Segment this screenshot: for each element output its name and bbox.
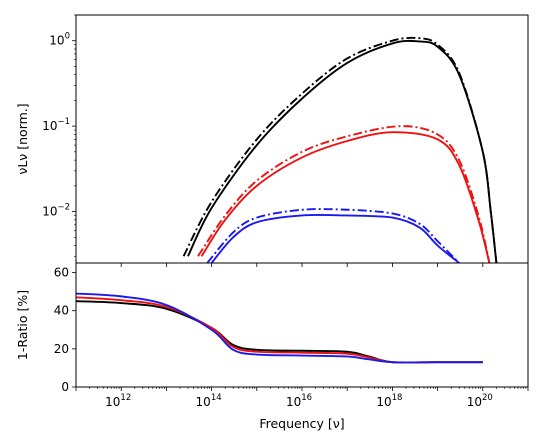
top-y-tick-label: 100 (49, 32, 70, 48)
bottom-y-ticks: 0 20 40 60 (54, 266, 76, 394)
x-tick-base: 10 (376, 395, 391, 409)
top-y-tick-base: 10 (49, 34, 64, 48)
x-tick-exponent: 20 (482, 393, 493, 403)
top-series-line-blue-solid (210, 213, 460, 263)
x-tick-label: 1012 (105, 393, 131, 409)
x-tick-label: 1014 (196, 393, 222, 409)
top-y-tick-label: 10−2 (42, 203, 70, 219)
x-tick-base: 10 (196, 395, 211, 409)
top-series-line-blue-dashdot (206, 208, 460, 263)
x-tick-base: 10 (105, 395, 120, 409)
top-series-line-red-dashdot (197, 125, 491, 263)
top-series-line-black-solid (187, 39, 498, 263)
ratio-line-blue (76, 292, 483, 364)
x-axis-label: Frequency [ν] (259, 416, 344, 431)
x-tick-exponent: 14 (211, 393, 222, 403)
top-y-tick-base: 10 (42, 205, 57, 219)
top-y-tick-base: 10 (42, 119, 57, 133)
x-tick-exponent: 16 (301, 393, 312, 403)
top-y-axis-label: νLν [norm.] (15, 103, 30, 174)
bottom-y-tick-label: 0 (61, 380, 69, 394)
x-tick-label: 1018 (376, 393, 402, 409)
bottom-axes-frame (75, 262, 529, 388)
x-tick-base: 10 (467, 395, 482, 409)
top-series-line-black-dashdot (182, 36, 498, 263)
top-y-tick-exponent: 0 (65, 32, 70, 42)
x-tick-exponent: 18 (392, 393, 403, 403)
top-y-tick-label: 10−1 (42, 117, 70, 133)
bottom-y-tick-label: 40 (54, 304, 69, 318)
x-tick-exponent: 12 (120, 393, 131, 403)
bottom-y-axis-label: 1-Ratio [%] (15, 290, 30, 360)
bottom-y-tick-label: 20 (54, 342, 69, 356)
top-series-group (182, 36, 498, 263)
x-tick-label: 1016 (286, 393, 312, 409)
top-series-line-red-solid (200, 131, 491, 263)
bottom-series-group (76, 292, 483, 364)
top-y-tick-exponent: −1 (57, 117, 70, 127)
x-tick-label: 1020 (467, 393, 493, 409)
top-y-tick-exponent: −2 (57, 203, 70, 213)
x-tick-base: 10 (286, 395, 301, 409)
bottom-y-tick-label: 60 (54, 266, 69, 280)
